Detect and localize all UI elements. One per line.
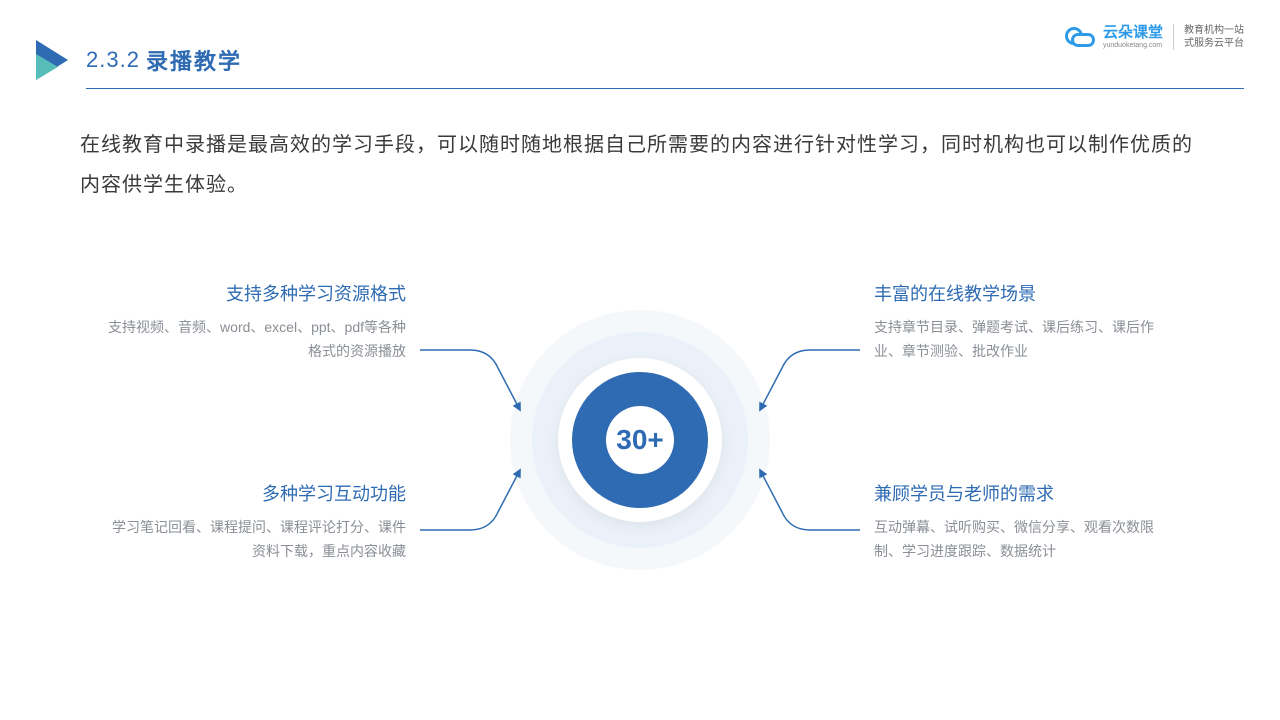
feature-bottom-left: 多种学习互动功能 学习笔记回看、课程提问、课程评论打分、课件资料下载，重点内容收… bbox=[106, 480, 406, 564]
play-icon bbox=[36, 40, 70, 80]
cloud-icon bbox=[1063, 25, 1097, 49]
feature-desc: 学习笔记回看、课程提问、课程评论打分、课件资料下载，重点内容收藏 bbox=[106, 516, 406, 564]
logo-tagline: 教育机构一站 式服务云平台 bbox=[1184, 24, 1244, 50]
feature-top-right: 丰富的在线教学场景 支持章节目录、弹题考试、课后练习、课后作业、章节测验、批改作… bbox=[874, 280, 1174, 364]
center-label: 30+ bbox=[616, 424, 664, 456]
logo-divider bbox=[1173, 24, 1174, 50]
feature-desc: 支持章节目录、弹题考试、课后练习、课后作业、章节测验、批改作业 bbox=[874, 316, 1174, 364]
brand-logo: 云朵课堂 yunduoketang.com 教育机构一站 式服务云平台 bbox=[1063, 24, 1244, 50]
center-ring: 30+ bbox=[510, 310, 770, 570]
section-number: 2.3.2 bbox=[86, 47, 140, 73]
logo-tagline-1: 教育机构一站 bbox=[1184, 24, 1244, 37]
feature-desc: 互动弹幕、试听购买、微信分享、观看次数限制、学习进度跟踪、数据统计 bbox=[874, 516, 1174, 564]
feature-title: 丰富的在线教学场景 bbox=[874, 280, 1174, 306]
feature-title: 兼顾学员与老师的需求 bbox=[874, 480, 1174, 506]
section-title: 录播教学 bbox=[146, 44, 242, 76]
feature-diagram: 30+ 支持多种学习资源格式 支持视频、音频、word、excel、ppt、pd… bbox=[0, 250, 1280, 630]
slide: 2.3.2 录播教学 云朵课堂 yunduoketang.com 教育机构一站 … bbox=[0, 0, 1280, 720]
feature-desc: 支持视频、音频、word、excel、ppt、pdf等各种格式的资源播放 bbox=[106, 316, 406, 364]
feature-title: 支持多种学习资源格式 bbox=[106, 280, 406, 306]
feature-top-left: 支持多种学习资源格式 支持视频、音频、word、excel、ppt、pdf等各种… bbox=[106, 280, 406, 364]
logo-text: 云朵课堂 yunduoketang.com bbox=[1103, 25, 1163, 49]
logo-tagline-2: 式服务云平台 bbox=[1184, 37, 1244, 50]
slide-description: 在线教育中录播是最高效的学习手段，可以随时随地根据自己所需要的内容进行针对性学习… bbox=[80, 125, 1200, 205]
feature-bottom-right: 兼顾学员与老师的需求 互动弹幕、试听购买、微信分享、观看次数限制、学习进度跟踪、… bbox=[874, 480, 1174, 564]
logo-brand-en: yunduoketang.com bbox=[1103, 42, 1163, 49]
logo-brand-cn: 云朵课堂 bbox=[1103, 25, 1163, 40]
feature-title: 多种学习互动功能 bbox=[106, 480, 406, 506]
title-underline bbox=[86, 88, 1244, 89]
